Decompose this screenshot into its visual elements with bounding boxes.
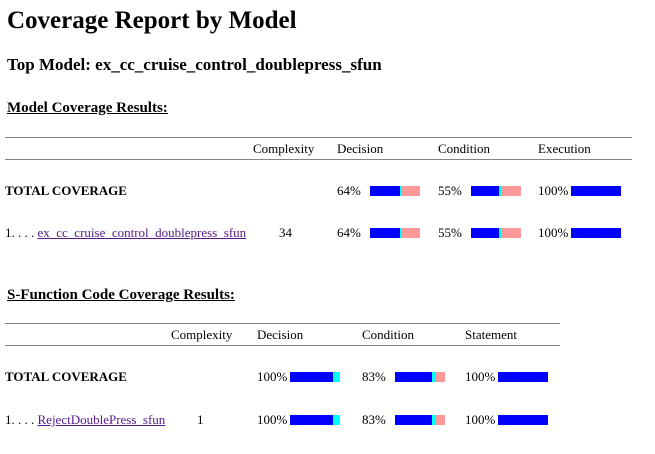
coverage-percentage: 100% <box>538 183 569 198</box>
bar-segment-covered <box>370 228 400 238</box>
coverage-bar <box>471 186 521 196</box>
metric-cell: 55% <box>438 226 538 240</box>
complexity-value: 1 <box>197 412 204 427</box>
bar-segment-justified <box>432 415 436 425</box>
total-coverage-label: TOTAL COVERAGE <box>5 183 127 198</box>
metric-cell: 64% <box>337 184 438 198</box>
column-header: Statement <box>465 327 517 342</box>
bar-segment-covered <box>290 415 333 425</box>
coverage-percentage: 100% <box>257 369 288 384</box>
column-header: Decision <box>337 141 384 156</box>
coverage-bar <box>370 228 420 238</box>
coverage-percentage: 100% <box>465 369 496 384</box>
bar-segment-justified <box>332 415 340 425</box>
coverage-bar <box>290 415 340 425</box>
model-link[interactable]: RejectDoublePress_sfun <box>37 412 166 427</box>
bar-segment-covered <box>471 228 499 238</box>
metric-cell: 100% <box>538 184 632 198</box>
column-header: Condition <box>438 141 491 156</box>
bar-segment-justified <box>399 186 401 196</box>
bar-segment-justified <box>498 186 501 196</box>
coverage-percentage: 100% <box>257 412 288 427</box>
total-coverage-label: TOTAL COVERAGE <box>5 369 127 384</box>
bar-segment-covered <box>290 372 333 382</box>
report-content: Model Coverage Results: Complexity Decisio… <box>5 99 655 427</box>
top-model-value: ex_cc_cruise_control_doublepress_sfun <box>95 55 382 74</box>
bar-segment-uncovered <box>500 228 521 238</box>
table-row: 1. . . . ex_cc_cruise_control_doublepres… <box>5 198 632 240</box>
coverage-percentage: 100% <box>538 225 569 240</box>
bar-segment-uncovered <box>401 186 420 196</box>
coverage-bar <box>571 228 621 238</box>
coverage-percentage: 55% <box>438 225 462 240</box>
coverage-report-page: Coverage Report by Model Top Model: ex_c… <box>0 6 655 427</box>
row-index-prefix: 1. . . . <box>5 412 38 427</box>
bar-segment-covered <box>471 186 499 196</box>
metric-cell: 83% <box>362 370 465 384</box>
bar-segment-justified <box>332 372 340 382</box>
table-row: TOTAL COVERAGE 64% 55% 100% <box>5 160 632 198</box>
sfunction-table: Complexity Decision Condition Statement TOTA… <box>5 323 560 427</box>
column-header: Condition <box>362 327 415 342</box>
bar-segment-covered <box>370 186 400 196</box>
model-row-label: 1. . . . ex_cc_cruise_control_doublepres… <box>5 226 253 240</box>
coverage-bar <box>395 415 445 425</box>
row-index-prefix: 1. . . . <box>5 225 38 240</box>
table-row: TOTAL COVERAGE 100% 83% 100% <box>5 346 560 384</box>
coverage-bar <box>370 186 420 196</box>
coverage-bar <box>290 372 340 382</box>
coverage-percentage: 64% <box>337 183 361 198</box>
metric-cell: 100% <box>465 413 560 427</box>
sfunction-table-heading: S-Function Code Coverage Results: <box>7 287 235 303</box>
bar-segment-justified <box>498 228 501 238</box>
column-header: Decision <box>257 327 304 342</box>
top-model-label: Top Model: <box>7 55 91 74</box>
top-model-line: Top Model: ex_cc_cruise_control_doublepr… <box>7 55 655 75</box>
bar-segment-justified <box>399 228 401 238</box>
metric-cell: 55% <box>438 184 538 198</box>
bar-segment-covered <box>571 228 621 238</box>
metric-cell: 64% <box>337 226 438 240</box>
bar-segment-uncovered <box>500 186 521 196</box>
coverage-bar <box>498 372 548 382</box>
table-header-row: Complexity Decision Condition Statement <box>5 323 560 346</box>
metric-cell: 100% <box>538 226 632 240</box>
bar-segment-covered <box>498 415 548 425</box>
model-link[interactable]: ex_cc_cruise_control_doublepress_sfun <box>37 225 247 240</box>
model-row-label: 1. . . . RejectDoublePress_sfun <box>5 413 171 427</box>
column-header: Complexity <box>253 141 315 156</box>
complexity-value: 34 <box>279 225 292 240</box>
bar-segment-covered <box>395 415 432 425</box>
page-title: Coverage Report by Model <box>7 7 297 34</box>
bar-segment-uncovered <box>435 415 445 425</box>
bar-segment-covered <box>395 372 432 382</box>
bar-segment-uncovered <box>435 372 445 382</box>
table-header-row: Complexity Decision Condition Execution <box>5 137 632 160</box>
metric-cell: 83% <box>362 413 465 427</box>
table-row: 1. . . . RejectDoublePress_sfun 1 100% 83% 1… <box>5 384 560 427</box>
metric-cell: 100% <box>465 370 560 384</box>
coverage-percentage: 55% <box>438 183 462 198</box>
coverage-percentage: 64% <box>337 225 361 240</box>
bar-segment-covered <box>498 372 548 382</box>
metric-cell: 100% <box>257 370 362 384</box>
coverage-bar <box>571 186 621 196</box>
model-table-heading: Model Coverage Results: <box>7 100 168 116</box>
coverage-bar <box>498 415 548 425</box>
column-header: Execution <box>538 141 591 156</box>
coverage-percentage: 100% <box>465 412 496 427</box>
metric-cell: 100% <box>257 413 362 427</box>
bar-segment-justified <box>432 372 436 382</box>
model-table: Complexity Decision Condition Execution TOTA… <box>5 137 632 240</box>
bar-segment-uncovered <box>401 228 420 238</box>
coverage-bar <box>471 228 521 238</box>
coverage-percentage: 83% <box>362 412 386 427</box>
column-header: Complexity <box>171 327 233 342</box>
coverage-bar <box>395 372 445 382</box>
bar-segment-covered <box>571 186 621 196</box>
coverage-percentage: 83% <box>362 369 386 384</box>
